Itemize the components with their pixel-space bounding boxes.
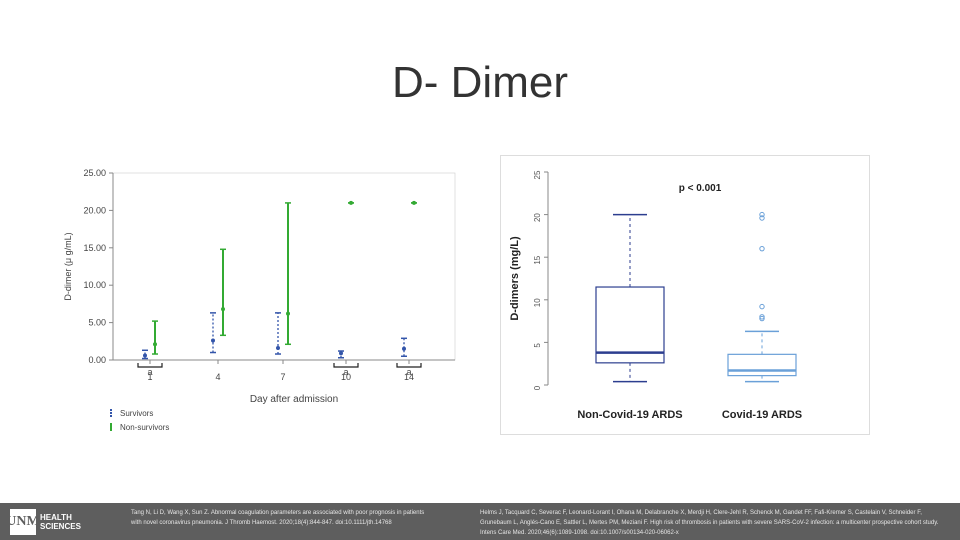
- median-point: [412, 200, 416, 205]
- significance-label: a: [147, 367, 152, 377]
- logo-line-2: SCIENCES: [40, 522, 81, 531]
- median-point: [349, 200, 353, 205]
- plot-frame: [112, 172, 456, 361]
- y-tick-label: 5.00: [88, 318, 106, 328]
- y-tick-label: 0: [533, 385, 542, 390]
- box: [595, 286, 665, 364]
- x-tick-label: 1: [147, 372, 152, 382]
- outlier-point: [759, 303, 765, 310]
- legend-label: Non-survivors: [120, 423, 169, 432]
- box-plot-chart: 0 5 10 15 20 25 D-dimers (mg/L) p < 0.001 Non-Co…: [500, 155, 870, 435]
- x-axis-title: Day after admission: [250, 394, 338, 405]
- reference-left: Tang N, Li D, Wang X, Sun Z. Abnormal co…: [131, 510, 425, 526]
- university-logo: UNM HEALTH SCIENCES: [6, 507, 100, 537]
- significance-label: a: [406, 367, 411, 377]
- y-tick-label: 20: [533, 213, 542, 222]
- y-tick-label: 25: [533, 170, 542, 179]
- x-category-label: Covid-19 ARDS: [722, 409, 802, 421]
- median-point: [153, 342, 157, 347]
- significance-bracket: [396, 363, 422, 368]
- y-tick-label: 5: [533, 343, 542, 348]
- y-tick-label: 10.00: [83, 280, 106, 290]
- significance-bracket: [333, 363, 359, 368]
- y-tick-label: 15.00: [83, 243, 106, 253]
- outlier-point: [759, 314, 765, 320]
- median-point: [276, 346, 280, 351]
- median-point: [211, 338, 215, 343]
- reference-right: Helms J, Tacquard C, Severac F, Leonard-…: [480, 510, 939, 536]
- x-category-label: Non-Covid-19 ARDS: [577, 409, 682, 421]
- x-tick-label: 14: [404, 372, 414, 382]
- median-point: [402, 346, 406, 351]
- y-tick-label: 15: [533, 255, 542, 264]
- y-tick-label: 25.00: [83, 168, 106, 178]
- legend-label: Survivors: [120, 409, 153, 418]
- box: [727, 353, 797, 377]
- significance-label: a: [343, 367, 348, 377]
- x-tick-label: 4: [215, 372, 220, 382]
- y-axis-title: D-dimer (μ g/mL): [63, 232, 73, 300]
- slide-title: D- Dimer: [392, 58, 568, 107]
- median-point: [286, 311, 290, 316]
- outlier-point: [759, 245, 765, 252]
- y-axis-title: D-dimers (mg/L): [509, 236, 521, 321]
- x-tick-label: 10: [341, 372, 351, 382]
- y-tick-label: 10: [533, 298, 542, 307]
- logo-line-1: HEALTH: [40, 513, 72, 522]
- median-point: [339, 351, 343, 356]
- y-tick-label: 0.00: [88, 355, 106, 365]
- significance-bracket: [137, 363, 163, 368]
- logo-mark: UNM: [6, 509, 40, 535]
- x-tick-label: 7: [280, 372, 285, 382]
- outlier-point: [759, 315, 765, 322]
- outlier-point: [759, 211, 765, 218]
- y-tick-label: 20.00: [83, 205, 106, 215]
- chart-border: [500, 155, 870, 435]
- median-point: [143, 353, 147, 358]
- logo-text: HEALTH SCIENCES: [40, 513, 81, 531]
- p-value-annotation: p < 0.001: [679, 183, 722, 194]
- outlier-point: [759, 215, 765, 221]
- median-point: [221, 307, 225, 312]
- footer-bar: UNM HEALTH SCIENCES Tang N, Li D, Wang X…: [0, 503, 960, 540]
